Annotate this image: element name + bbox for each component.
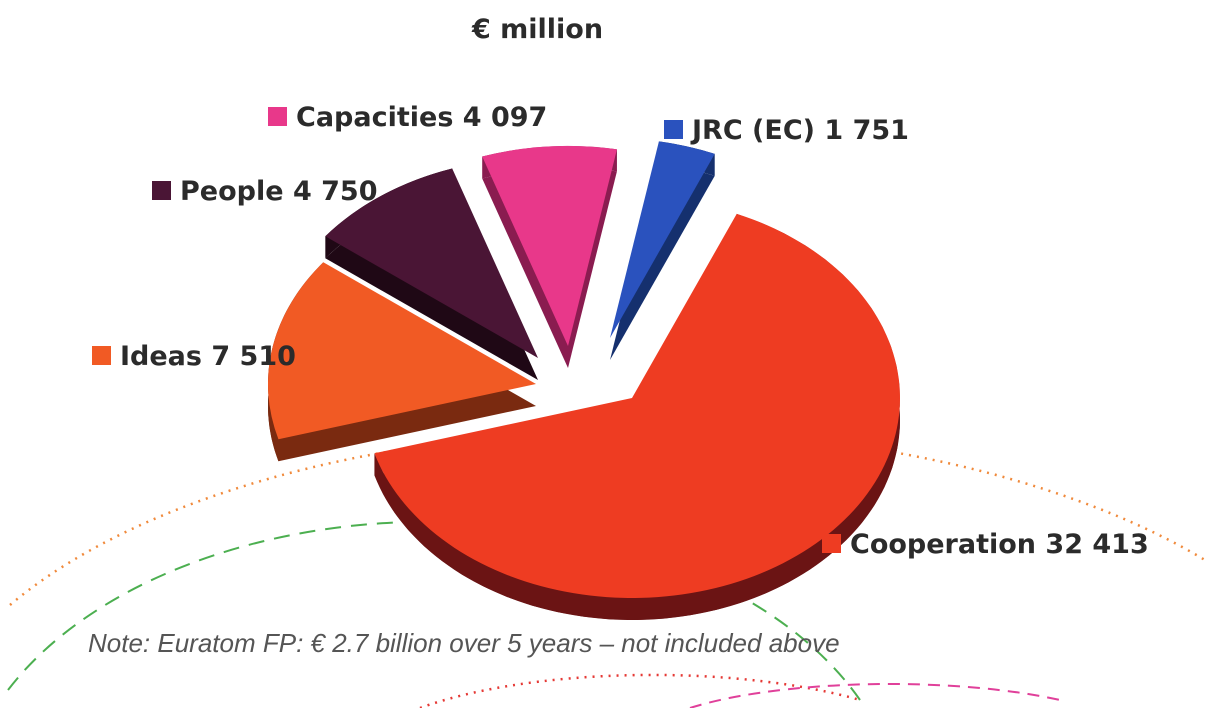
pie-slice-side-jrc-ec <box>610 163 715 360</box>
pie-slices <box>268 141 901 620</box>
slice-label-people: People 4 750 <box>152 176 378 207</box>
decor-arc-pink <box>689 683 1061 708</box>
legend-swatch-jrc-ec <box>664 120 683 139</box>
pie-slice-jrc-ec <box>610 141 715 338</box>
chart-title: € million <box>471 14 604 45</box>
decor-arc-red <box>419 673 861 708</box>
legend-swatch-cooperation <box>822 534 841 553</box>
slice-label-cooperation: Cooperation 32 413 <box>822 529 1149 560</box>
slice-label-jrc-ec: JRC (EC) 1 751 <box>664 115 909 146</box>
slice-label-text-cooperation: Cooperation 32 413 <box>850 529 1149 560</box>
slice-label-text-people: People 4 750 <box>180 176 378 207</box>
pie-slice-ideas <box>268 262 536 440</box>
pie-slice-cooperation <box>374 213 900 598</box>
legend-swatch-ideas <box>92 346 111 365</box>
legend-swatch-capacities <box>268 107 287 126</box>
slice-label-capacities: Capacities 4 097 <box>268 102 547 133</box>
slice-label-text-capacities: Capacities 4 097 <box>296 102 547 133</box>
slice-label-text-ideas: Ideas 7 510 <box>120 341 296 372</box>
pie-slice-people <box>325 168 538 358</box>
slice-labels: Cooperation 32 413 Ideas 7 510 People 4 75… <box>92 102 1149 560</box>
pie-slice-capacities <box>482 146 617 346</box>
legend-swatch-people <box>152 181 171 200</box>
slice-label-text-jrc-ec: JRC (EC) 1 751 <box>690 115 909 146</box>
footnote: Note: Euratom FP: € 2.7 billion over 5 y… <box>88 628 840 658</box>
slice-label-ideas: Ideas 7 510 <box>92 341 296 372</box>
